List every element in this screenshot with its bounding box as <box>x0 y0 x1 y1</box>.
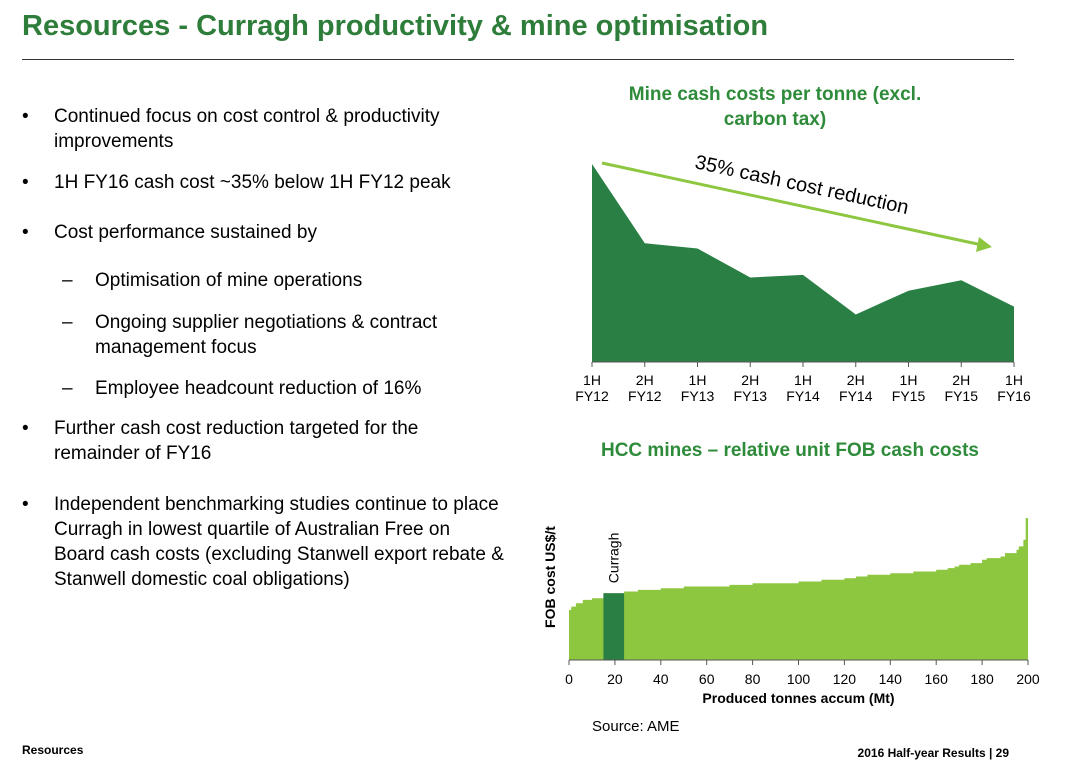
source-note: Source: AME <box>592 718 680 735</box>
sub-bullet-text: Optimisation of mine operations <box>95 270 363 291</box>
sub-bullet-text: Employee headcount reduction of 16% <box>95 378 422 399</box>
title-divider <box>22 59 1014 60</box>
chart2-title: HCC mines – relative unit FOB cash costs <box>600 440 979 461</box>
curragh-highlight-bar <box>603 593 625 660</box>
x-tick-label: 2H FY13 <box>734 372 768 404</box>
sub-bullet-text: Ongoing supplier negotiations & contract… <box>95 312 438 358</box>
sub-bullet-marker: – <box>62 312 73 333</box>
bullet-text: 1H FY16 cash cost ~35% below 1H FY12 pea… <box>54 172 451 193</box>
x-tick-label: 200 <box>1016 671 1040 687</box>
y-axis-label: FOB cost US$/t <box>542 526 558 628</box>
x-tick-label: 1H FY12 <box>575 372 609 404</box>
x-tick-label: 140 <box>879 671 903 687</box>
bullet-text: Cost performance sustained by <box>54 222 317 243</box>
fob-cost-area <box>569 493 1028 660</box>
x-tick-label: 2H FY12 <box>628 372 662 404</box>
cash-cost-area <box>592 164 1014 362</box>
trend-arrow-head <box>976 237 992 252</box>
page-title: Resources - Curragh productivity & mine … <box>22 10 769 42</box>
x-tick-label: 0 <box>565 671 573 687</box>
bullet-marker: • <box>22 418 29 439</box>
trend-arrow-line <box>601 161 983 247</box>
bullet-text: Continued focus on cost control & produc… <box>54 106 440 152</box>
x-tick-label: 120 <box>833 671 857 687</box>
curragh-label: Curragh <box>606 533 622 584</box>
x-tick-label: 2H FY14 <box>839 372 873 404</box>
bullet-marker: • <box>22 106 29 127</box>
x-tick-label: 100 <box>787 671 811 687</box>
x-tick-label: 180 <box>970 671 994 687</box>
x-tick-label: 80 <box>745 671 761 687</box>
x-tick-label: 20 <box>607 671 623 687</box>
chart1-title: Mine cash costs per tonne (excl. carbon … <box>628 84 922 130</box>
x-tick-label: 1H FY15 <box>892 372 926 404</box>
x-axis-label: Produced tonnes accum (Mt) <box>702 690 894 706</box>
x-tick-label: 1H FY13 <box>681 372 715 404</box>
bullet-marker: • <box>22 494 29 515</box>
sub-bullet-marker: – <box>62 378 73 399</box>
x-tick-label: 1H FY16 <box>997 372 1031 404</box>
bullet-marker: • <box>22 172 29 193</box>
bullet-text: Independent benchmarking studies continu… <box>54 494 504 590</box>
x-tick-label: 2H FY15 <box>945 372 979 404</box>
bullet-marker: • <box>22 222 29 243</box>
bullet-text: Further cash cost reduction targeted for… <box>54 418 419 464</box>
footer-section: Resources <box>22 743 84 757</box>
x-tick-label: 40 <box>653 671 669 687</box>
x-tick-label: 160 <box>925 671 949 687</box>
sub-bullet-marker: – <box>62 270 73 291</box>
x-tick-label: 60 <box>699 671 715 687</box>
x-tick-label: 1H FY14 <box>786 372 820 404</box>
trend-annotation: 35% cash cost reduction <box>693 151 911 219</box>
footer-page-info: 2016 Half-year Results | 29 <box>857 746 1009 760</box>
